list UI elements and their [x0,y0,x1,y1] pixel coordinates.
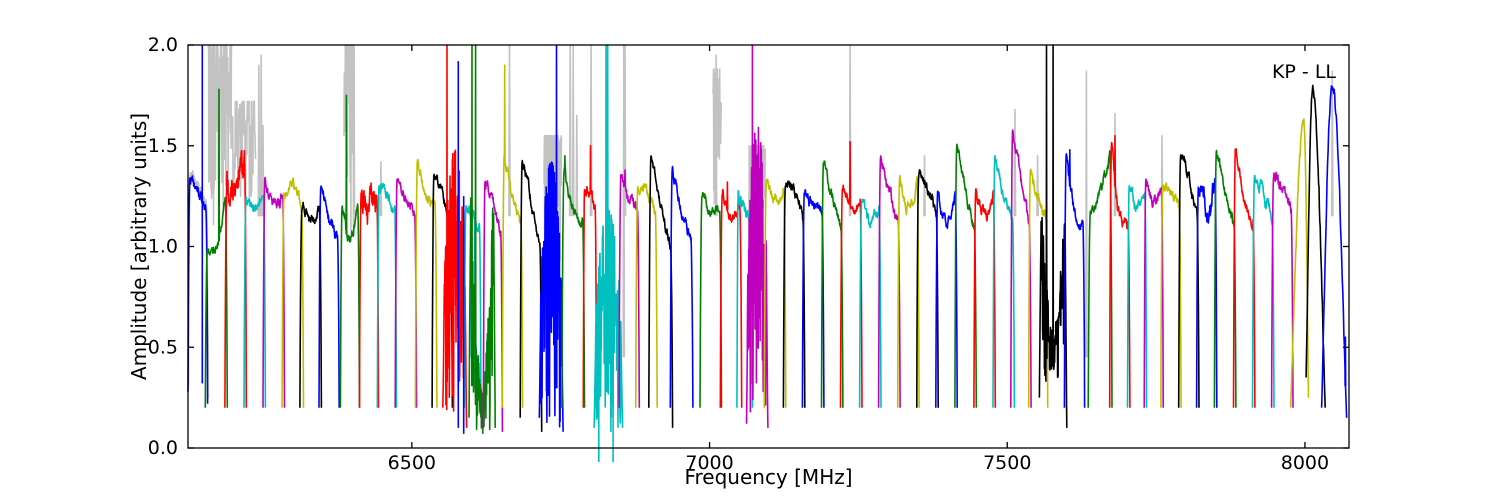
spectral-window-curve [1213,149,1237,408]
corner-annotation: KP - LL [1272,61,1336,83]
x-tick-label: 7000 [685,452,733,474]
spectral-window-curve [1143,178,1164,408]
spectral-window-curve [468,44,496,434]
spectral-window-curve [376,182,398,408]
spectral-window-curve [858,198,882,408]
spectral-window-curve [648,155,674,428]
spectral-window-curves [187,44,1348,434]
spectral-window-curve [538,44,564,432]
spectral-window-curve [1108,134,1131,408]
spectral-window-curve [1177,154,1200,408]
spectral-window-curve [916,169,939,408]
spectral-window-curve [243,194,267,408]
spectral-window-curve [358,182,380,408]
spectral-window-curve [281,177,305,408]
spectral-window-curve [669,165,694,408]
spectral-window-curve [224,149,248,408]
x-axis-label: Frequency [MHz] [684,465,852,489]
spectral-window-curve [699,191,723,408]
gray-rfi-band [207,44,220,226]
gray-spike [259,54,263,217]
y-tick-label: 1.5 [148,135,178,157]
gray-spike [1036,155,1039,217]
spectral-window-curve [1087,150,1113,408]
spectral-window-curve [582,145,598,408]
gray-spike [1085,70,1088,358]
gray-spike [1013,108,1017,217]
gray-halo-curve [187,170,209,399]
gray-spike [568,44,572,217]
rfi-spike-lines [201,45,614,463]
spectral-window-curve [1027,168,1049,408]
x-tick-label: 7500 [983,452,1031,474]
spectral-window-curve [204,88,229,408]
spectral-window-curve [1305,84,1326,408]
x-tick-label: 8000 [1281,452,1329,474]
gray-spike [261,124,265,217]
spectral-window-curve [877,155,901,408]
spectral-window-curve [339,94,361,408]
spectral-window-curve [442,44,468,428]
gray-spike [923,155,926,217]
spectral-window-curve [1320,85,1348,418]
spectral-window-curve [318,185,340,408]
x-tick-label: 6500 [388,452,436,474]
spectral-window-curve [745,44,769,428]
spectral-window-curve [1232,148,1256,408]
spectral-window-curve [801,189,825,408]
spectral-window-curve [634,183,658,408]
spectral-window-curve [1251,174,1275,408]
gray-spike [257,64,261,217]
gray-spike [1330,70,1334,217]
spectral-window-curve [820,160,844,408]
spectral-window-curve [1126,185,1148,408]
spectral-window-curve [1289,118,1310,408]
spectral-window-curve [299,201,323,408]
spectral-window-curve [519,159,543,432]
axes-frame-and-ticks: 6500 7000 7500 8000 0.0 0.5 1.0 1.5 2.0 [148,34,1350,474]
gray-spike [575,114,579,217]
spectral-window-curve [973,188,997,408]
gray-spike [714,54,718,217]
y-tick-label: 0.5 [148,336,178,358]
spectral-window-curve [782,180,806,408]
spectral-window-curve [394,178,418,408]
gray-rfi-band [231,100,257,212]
spectral-window-curve [262,176,286,408]
spectral-window-curve [839,140,863,408]
y-tick-label: 2.0 [148,34,178,56]
spectral-window-curve [501,64,524,408]
spectral-window-curve [896,174,920,408]
spectral-window-curve [1038,44,1068,428]
spectral-window-curve [187,175,209,404]
y-axis-label: Amplitude [arbitrary units] [127,113,151,380]
gray-spike [571,44,575,217]
y-tick-label: 1.0 [148,236,178,258]
spectral-window-curve [618,169,641,408]
spectral-window-curve [482,180,504,432]
gray-rfi-band [712,68,723,204]
gray-spike [379,161,383,217]
spectral-window-curve [763,178,787,408]
spectral-window-curve [1195,177,1218,408]
spectral-window-curve [1010,129,1032,408]
spectral-window-curve [954,143,978,408]
spectral-window-curve [1270,171,1294,408]
spectral-window-curve [1063,149,1086,408]
spectral-window-curve [992,155,1016,408]
y-tick-label: 0.0 [148,437,178,459]
spectral-window-curve [561,155,586,408]
spectral-window-curve [935,190,958,408]
spectral-window-curve [1160,182,1182,408]
